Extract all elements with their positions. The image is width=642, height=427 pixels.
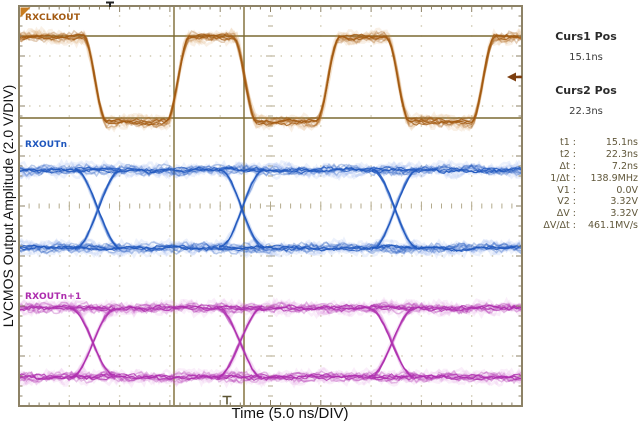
measurement-row: Δt : 7.2ns [524, 161, 638, 173]
trace-label-rxoutn: RXOUTn [25, 140, 68, 150]
x-axis-label: Time (5.0 ns/DIV) [231, 405, 349, 422]
trace-label-rxclkout: RXCLKOUT [25, 13, 81, 23]
trigger-level-arrow [507, 72, 522, 82]
measurement-value: 15.1ns [605, 137, 638, 148]
measurement-value: 3.32V [610, 208, 638, 220]
corner-marker [20, 7, 31, 18]
measurement-value: 138.9MHz [590, 172, 638, 184]
measurement-row: t1 : 15.1ns [524, 137, 638, 149]
measurement-row: V1 : 0.0V [524, 185, 638, 197]
cursor2-position-value: 22.3ns [569, 106, 603, 117]
measurement-row: 1/Δt : 138.9MHz [524, 173, 638, 185]
measurement-label: t1 : [560, 137, 576, 148]
measurement-value: 3.32V [610, 196, 638, 208]
cursor1-position-value: 15.1ns [569, 52, 603, 63]
measurement-label: Δt : [559, 160, 576, 172]
trace-label-rxoutn1: RXOUTn+1 [25, 292, 82, 302]
cursor2-position-heading: Curs2 Pos [555, 84, 617, 97]
measurement-label: V2 : [557, 196, 576, 208]
measurements-table: t1 : 15.1ns t2 : 22.3ns Δt : 7.2ns 1/Δt : 13… [524, 137, 638, 232]
measurement-label: ΔV/Δt : [543, 220, 576, 232]
top-trigger-marker [106, 1, 114, 7]
measurement-row: V2 : 3.32V [524, 196, 638, 208]
measurement-value: 0.0V [616, 184, 638, 196]
measurement-value: 461.1MV/s [587, 220, 638, 232]
measurement-value: 7.2ns [611, 160, 638, 172]
measurement-row: ΔV/Δt : 461.1MV/s [524, 220, 638, 232]
bottom-trigger-marker [222, 395, 232, 405]
measurement-label: 1/Δt : [550, 172, 576, 184]
measurement-label: ΔV : [556, 208, 576, 220]
measurement-row: ΔV : 3.32V [524, 208, 638, 220]
measurement-value: 22.3ns [605, 148, 638, 160]
y-axis-label: LVCMOS Output Amplitude (2.0 V/DIV) [0, 84, 16, 328]
measurement-row: t2 : 22.3ns [524, 149, 638, 161]
measurement-label: V1 : [557, 184, 576, 196]
graticule-border [18, 5, 523, 407]
measurement-label: t2 : [560, 148, 576, 160]
cursor1-position-heading: Curs1 Pos [555, 30, 617, 43]
